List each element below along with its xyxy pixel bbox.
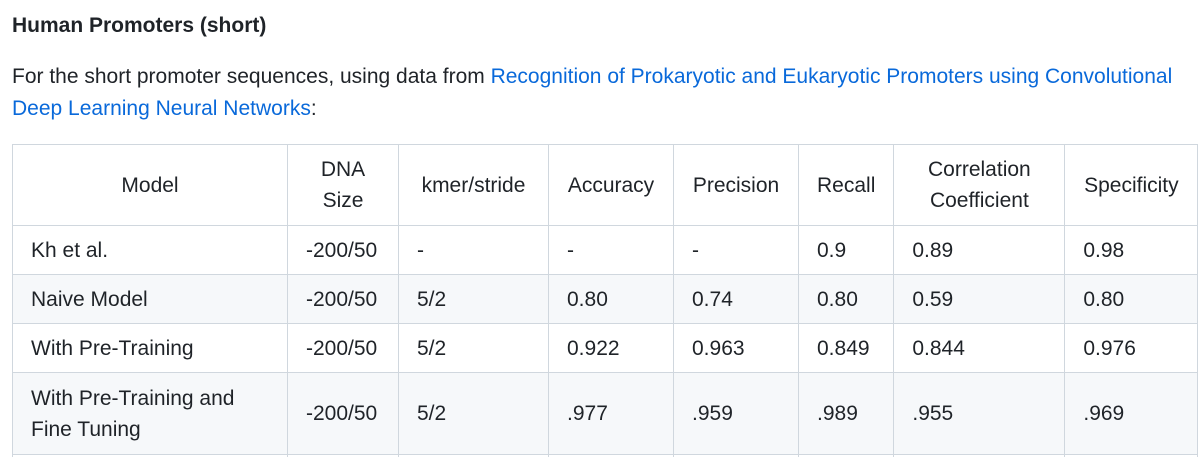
table-row-cutoff [12, 454, 1199, 457]
cell-recall: 0.9 [797, 225, 895, 275]
cell-specificity: .969 [1064, 372, 1199, 455]
table-row: With Pre-Training -200/50 5/2 0.922 0.96… [12, 323, 1199, 373]
cell-dna-size: -200/50 [287, 225, 399, 275]
cell-model: With Pre-Training and Fine Tuning [12, 372, 288, 455]
header-correlation: Correlation Coefficient [893, 144, 1066, 226]
cell-kmer-stride: 5/2 [398, 274, 549, 324]
cell-precision: 0.963 [673, 323, 799, 373]
cell-precision: .959 [673, 372, 799, 455]
intro-suffix: : [310, 96, 317, 120]
cell-precision: 0.74 [673, 274, 799, 324]
cell-model: Naive Model [12, 274, 288, 324]
cell-model-line2: Fine Tuning [31, 417, 141, 441]
header-correlation-line1: Correlation [928, 158, 1031, 181]
cell-recall: .989 [797, 372, 895, 455]
cell-kmer-stride: 5/2 [398, 323, 549, 373]
intro-prefix: For the short promoter sequences, using … [12, 65, 491, 88]
cell-accuracy: .977 [548, 372, 674, 455]
cell-correlation: 0.89 [893, 225, 1066, 275]
table-header-row: Model DNA Size kmer/stride Accuracy Preci… [12, 144, 1199, 226]
cell-accuracy: - [548, 225, 674, 275]
cell-recall: 0.80 [797, 274, 895, 324]
cell-model: Kh et al. [12, 225, 288, 275]
section-heading: Human Promoters (short) [12, 14, 267, 37]
cell-recall: 0.849 [797, 323, 895, 373]
cell-model: With Pre-Training [12, 323, 288, 373]
cell-correlation: .955 [893, 372, 1066, 455]
cell-correlation: 0.59 [893, 274, 1066, 324]
cell-accuracy: 0.922 [548, 323, 674, 373]
cell-specificity: 0.976 [1064, 323, 1199, 373]
table-row: Naive Model -200/50 5/2 0.80 0.74 0.80 0… [12, 274, 1199, 324]
cell-dna-size: -200/50 [287, 372, 399, 455]
table-row: With Pre-Training and Fine Tuning -200/50… [12, 372, 1199, 455]
header-specificity: Specificity [1064, 144, 1199, 226]
cell-model-line1: With Pre-Training and [31, 386, 235, 410]
intro-paragraph: For the short promoter sequences, using … [12, 61, 1200, 124]
table-row: Kh et al. -200/50 - - - 0.9 0.89 0.98 [12, 225, 1199, 275]
results-table: Model DNA Size kmer/stride Accuracy Preci… [12, 144, 1199, 457]
header-recall: Recall [797, 144, 895, 226]
cell-precision: - [673, 225, 799, 275]
cell-accuracy: 0.80 [548, 274, 674, 324]
header-model: Model [12, 144, 288, 226]
cell-specificity: 0.80 [1064, 274, 1199, 324]
header-dna-size-line1: DNA [320, 158, 366, 181]
cell-correlation: 0.844 [893, 323, 1066, 373]
header-correlation-line2: Coefficient [929, 189, 1029, 212]
header-precision: Precision [673, 144, 799, 226]
header-dna-size-line2: Size [322, 189, 364, 212]
cell-dna-size: -200/50 [287, 323, 399, 373]
header-dna-size: DNA Size [287, 144, 399, 226]
header-kmer-stride: kmer/stride [398, 144, 549, 226]
cell-kmer-stride: - [398, 225, 549, 275]
paper-link[interactable]: Recognition of Prokaryotic and Eukaryoti… [12, 65, 1173, 120]
cell-kmer-stride: 5/2 [398, 372, 549, 455]
cell-dna-size: -200/50 [287, 274, 399, 324]
header-accuracy: Accuracy [548, 144, 674, 226]
cell-specificity: 0.98 [1064, 225, 1199, 275]
